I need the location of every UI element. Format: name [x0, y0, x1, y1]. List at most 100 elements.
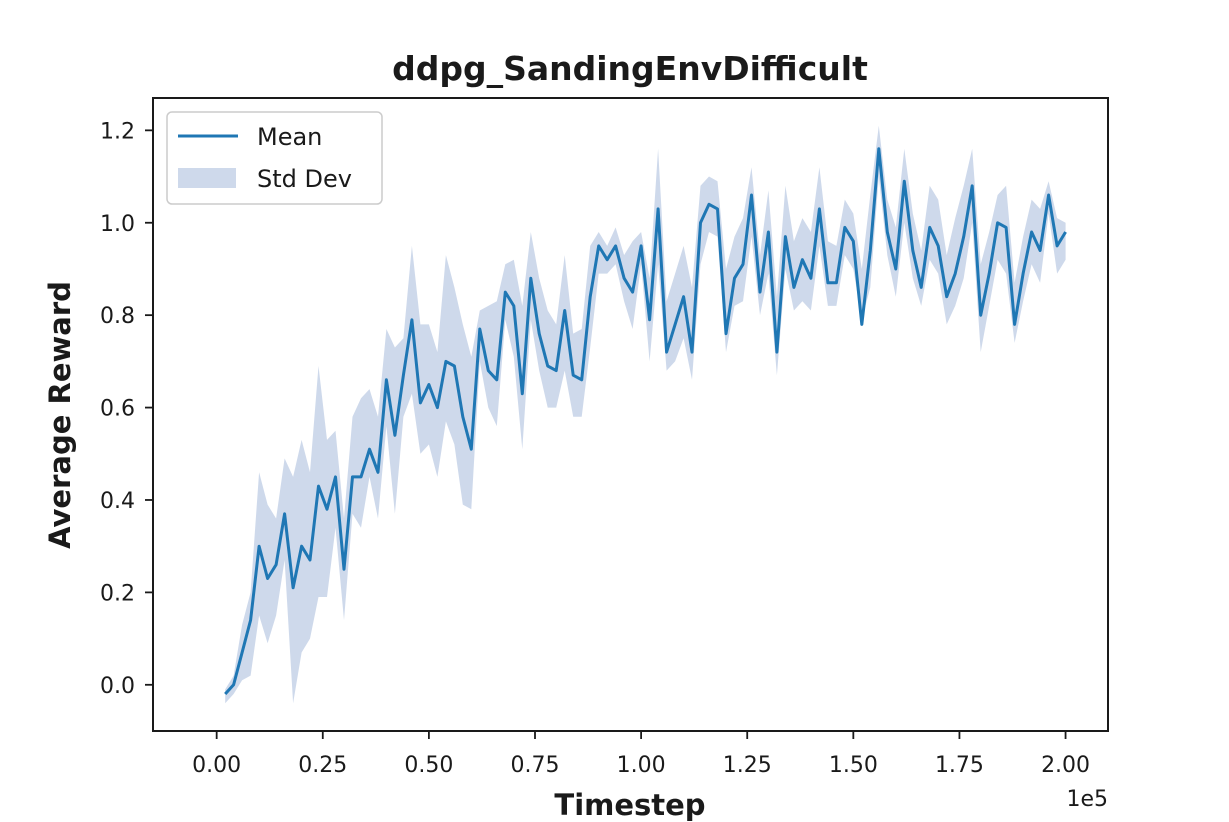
mean-point: [317, 485, 320, 488]
legend-mean-label: Mean: [257, 123, 322, 151]
mean-point: [928, 226, 931, 229]
mean-point: [674, 323, 677, 326]
x-tick-label: 0.75: [511, 753, 560, 778]
mean-point: [784, 235, 787, 238]
x-axis-title: Timestep: [554, 788, 705, 822]
mean-point: [461, 415, 464, 418]
mean-point: [962, 235, 965, 238]
mean-point: [360, 475, 363, 478]
mean-point: [648, 318, 651, 321]
mean-point: [894, 268, 897, 271]
mean-point: [835, 281, 838, 284]
mean-point: [801, 258, 804, 261]
x-tick-label: 1.50: [829, 753, 878, 778]
mean-point: [597, 244, 600, 247]
mean-point: [385, 378, 388, 381]
mean-point: [945, 295, 948, 298]
mean-point: [809, 277, 812, 280]
mean-point: [402, 374, 405, 377]
mean-point: [410, 318, 413, 321]
y-tick-label: 0.2: [100, 581, 135, 606]
mean-point: [487, 369, 490, 372]
mean-point: [725, 332, 728, 335]
mean-point: [869, 249, 872, 252]
mean-point: [334, 475, 337, 478]
x-tick-label: 0.25: [298, 753, 347, 778]
y-axis-title: Average Reward: [43, 281, 77, 549]
mean-point: [521, 392, 524, 395]
mean-point: [377, 471, 380, 474]
plot-area: [224, 125, 1067, 704]
mean-point: [1013, 323, 1016, 326]
mean-point: [691, 351, 694, 354]
mean-point: [742, 263, 745, 266]
mean-point: [232, 683, 235, 686]
mean-point: [631, 291, 634, 294]
mean-series-line: [224, 147, 1067, 696]
mean-point: [699, 221, 702, 224]
mean-point: [444, 360, 447, 363]
mean-point: [436, 406, 439, 409]
mean-point: [860, 323, 863, 326]
mean-point: [614, 244, 617, 247]
mean-point: [843, 226, 846, 229]
x-axis: 0.00 0.25 0.50 0.75 1.00 1.25 1.50 1.75 2.00: [192, 731, 1090, 778]
x-tick-label: 1.75: [935, 753, 984, 778]
mean-point: [478, 328, 481, 331]
mean-point: [1022, 272, 1025, 275]
x-offset-text: 1e5: [1066, 787, 1108, 812]
legend-std-label: Std Dev: [257, 165, 352, 193]
mean-point: [767, 231, 770, 234]
mean-point: [954, 272, 957, 275]
mean-point: [682, 295, 685, 298]
mean-point: [538, 332, 541, 335]
mean-point: [606, 258, 609, 261]
mean-point: [775, 351, 778, 354]
mean-point: [886, 231, 889, 234]
mean-point: [309, 559, 312, 562]
axes-frame: [152, 97, 1109, 732]
x-tick-label: 0.50: [404, 753, 453, 778]
mean-point: [733, 277, 736, 280]
mean-point: [1030, 231, 1033, 234]
x-tick-label: 2.00: [1041, 753, 1090, 778]
mean-point: [657, 207, 660, 210]
mean-point: [529, 277, 532, 280]
mean-point: [750, 194, 753, 197]
mean-point: [292, 586, 295, 589]
y-tick-label: 1.2: [100, 119, 135, 144]
mean-point: [1056, 244, 1059, 247]
mean-point: [818, 207, 821, 210]
mean-point: [716, 207, 719, 210]
mean-point: [708, 203, 711, 206]
mean-point: [640, 244, 643, 247]
y-tick-label: 0.8: [100, 304, 135, 329]
mean-point: [453, 365, 456, 368]
mean-point: [759, 291, 762, 294]
legend: Mean Std Dev: [166, 111, 383, 205]
mean-point: [937, 244, 940, 247]
mean-point: [241, 651, 244, 654]
mean-point: [504, 291, 507, 294]
chart-title: ddpg_SandingEnvDifficult: [392, 49, 868, 88]
mean-point: [275, 563, 278, 566]
mean-point: [920, 286, 923, 289]
mean-point: [996, 221, 999, 224]
mean-point: [792, 286, 795, 289]
mean-point: [903, 180, 906, 183]
mean-point: [512, 304, 515, 307]
y-axis: 0.0 0.2 0.4 0.6 0.8 1.0 1.2: [100, 119, 153, 699]
mean-point: [258, 545, 261, 548]
mean-point: [343, 568, 346, 571]
mean-point: [249, 619, 252, 622]
mean-point: [563, 309, 566, 312]
y-tick-label: 1.0: [100, 212, 135, 237]
mean-point: [427, 383, 430, 386]
y-tick-label: 0.4: [100, 489, 135, 514]
mean-point: [572, 374, 575, 377]
mean-point: [283, 512, 286, 515]
mean-point: [368, 448, 371, 451]
mean-point: [988, 272, 991, 275]
mean-point: [971, 184, 974, 187]
